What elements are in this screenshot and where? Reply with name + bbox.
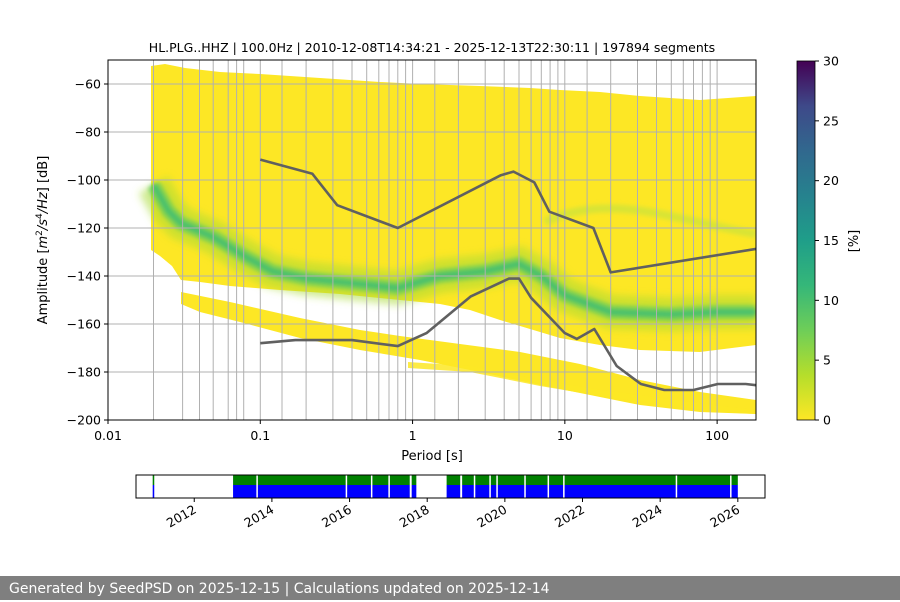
availability-gap — [496, 475, 498, 498]
y-tick-label: −160 — [67, 317, 101, 332]
density-ridge — [138, 176, 756, 332]
availability-gap — [730, 475, 732, 498]
availability-span-processed — [446, 485, 461, 498]
availability-gap — [256, 475, 258, 498]
colorbar-tick-label: 15 — [823, 233, 839, 248]
y-tick-label: −180 — [67, 365, 101, 380]
colorbar-label: [%] — [847, 230, 862, 253]
year-tick-label: 2026 — [707, 502, 742, 531]
new-high-noise-model-line — [259, 158, 756, 274]
x-axis-label: Period [s] — [401, 449, 463, 464]
chart-title: HL.PLG..HHZ | 100.0Hz | 2010-12-08T14:34… — [149, 40, 715, 55]
availability-spans — [152, 475, 738, 498]
plot-area: 0.01 0.1 1 10 100 −60 −80 −100 −120 −140 −160 −180… — [67, 59, 757, 443]
availability-gap — [524, 475, 526, 498]
availability-span-available — [462, 475, 738, 485]
colorbar-tick-label: 0 — [823, 413, 831, 428]
psd-figure: HL.PLG..HHZ | 100.0Hz | 2010-12-08T14:34… — [35, 40, 862, 531]
footer-text: Generated by SeedPSD on 2025-12-15 | Cal… — [9, 581, 550, 597]
availability-span-available — [411, 475, 417, 485]
colorbar-gradient — [796, 60, 816, 421]
ridge-core — [151, 183, 756, 317]
availability-span-processed — [233, 485, 410, 498]
year-tick-label: 2014 — [241, 502, 276, 531]
heatmap-noise-fringe — [408, 362, 756, 414]
y-axis-label: Amplitude [m2/s4/Hz] [dB] — [35, 156, 51, 325]
x-tick-label: 0.1 — [250, 428, 270, 443]
availability-span-processed — [152, 485, 155, 498]
noise-model-lines — [259, 158, 756, 392]
availability-span-available — [233, 475, 410, 485]
y-tick-label: −140 — [67, 269, 101, 284]
colorbar-ticks: 0 5 10 15 20 25 30 — [815, 54, 839, 428]
year-tick-label: 2018 — [397, 502, 432, 531]
availability-span-available — [446, 475, 461, 485]
y-axis-ticks: −60 −80 −100 −120 −140 −160 −180 −200 — [67, 77, 108, 428]
colorbar-tick-label: 10 — [823, 293, 839, 308]
x-tick-label: 100 — [705, 428, 729, 443]
availability-gap — [563, 475, 565, 498]
heatmap-lower-branch — [181, 292, 756, 414]
vertical-gridlines — [108, 60, 718, 420]
availability-gap — [370, 475, 373, 498]
year-tick-label: 2016 — [319, 502, 354, 531]
availability-gap — [345, 475, 348, 498]
upper-faint-band — [543, 204, 756, 238]
colorbar-tick-label: 20 — [823, 173, 839, 188]
y-tick-label: −60 — [75, 77, 101, 92]
y-tick-label: −100 — [67, 173, 101, 188]
horizontal-gridlines — [108, 83, 756, 420]
year-tick-label: 2020 — [474, 502, 509, 531]
x-tick-label: 0.01 — [94, 428, 122, 443]
availability-gap — [675, 475, 678, 498]
y-tick-label: −80 — [75, 125, 101, 140]
availability-gap — [388, 475, 390, 498]
availability-gap — [547, 475, 550, 498]
availability-span-processed — [462, 485, 738, 498]
plot-frame — [107, 59, 757, 421]
year-tick-label: 2024 — [630, 502, 665, 531]
colorbar-tick-label: 5 — [823, 353, 831, 368]
x-axis-ticks: 0.01 0.1 1 10 100 — [94, 420, 729, 443]
availability-frame — [135, 474, 766, 499]
year-tick-label: 2012 — [164, 502, 199, 531]
availability-span-processed — [411, 485, 417, 498]
y-tick-label: −120 — [67, 221, 101, 236]
y-tick-label: −200 — [67, 413, 101, 428]
availability-gap — [473, 475, 476, 498]
colorbar-tick-label: 25 — [823, 113, 839, 128]
x-tick-label: 10 — [557, 428, 573, 443]
year-tick-label: 2022 — [552, 502, 587, 531]
availability-year-ticks: 2012 2014 2016 2018 2020 2022 2024 2026 — [164, 498, 742, 531]
availability-gap — [489, 475, 491, 498]
footer-bar: Generated by SeedPSD on 2025-12-15 | Cal… — [0, 576, 900, 600]
colorbar: 0 5 10 15 20 25 30 [%] — [796, 54, 862, 428]
availability-bar: 2012 2014 2016 2018 2020 2022 2024 2026 — [135, 474, 766, 531]
availability-span-available — [152, 475, 155, 485]
x-tick-label: 1 — [409, 428, 417, 443]
colorbar-tick-label: 30 — [823, 54, 839, 69]
new-low-noise-model-line — [260, 277, 756, 392]
